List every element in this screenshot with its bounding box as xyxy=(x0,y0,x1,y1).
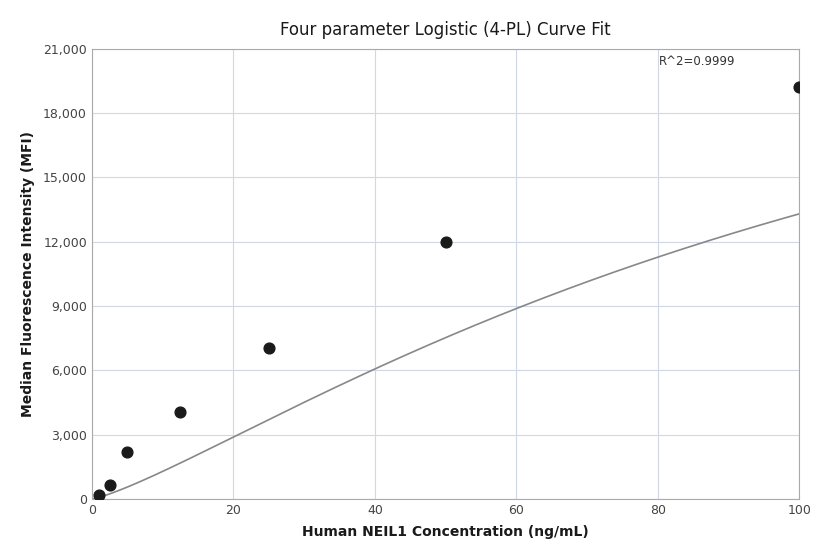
Point xyxy=(92,490,106,499)
Point xyxy=(793,83,806,92)
Point xyxy=(262,343,275,352)
Y-axis label: Median Fluorescence Intensity (MFI): Median Fluorescence Intensity (MFI) xyxy=(21,131,35,417)
Point xyxy=(439,237,453,246)
Text: R^2=0.9999: R^2=0.9999 xyxy=(659,55,735,68)
Title: Four parameter Logistic (4-PL) Curve Fit: Four parameter Logistic (4-PL) Curve Fit xyxy=(280,21,611,39)
X-axis label: Human NEIL1 Concentration (ng/mL): Human NEIL1 Concentration (ng/mL) xyxy=(302,525,589,539)
Point xyxy=(174,408,187,417)
Point xyxy=(121,447,134,456)
Point xyxy=(103,480,116,489)
